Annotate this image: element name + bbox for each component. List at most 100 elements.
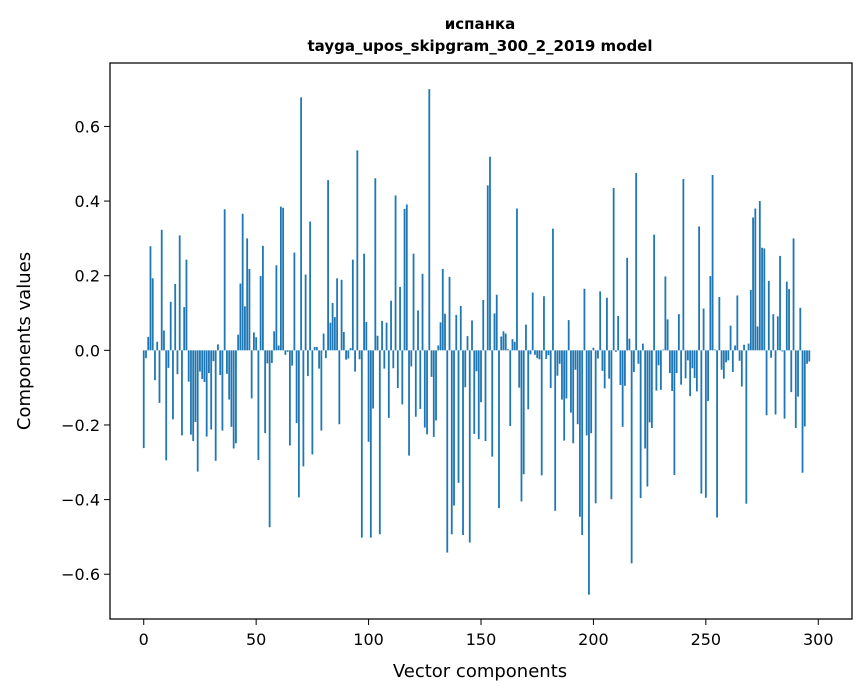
bar xyxy=(432,350,435,437)
bar xyxy=(477,350,480,440)
bar xyxy=(149,246,152,351)
bar xyxy=(556,350,559,376)
bar xyxy=(302,350,305,467)
bar xyxy=(381,320,383,351)
bar xyxy=(785,281,788,351)
bar xyxy=(693,350,696,378)
y-tick-label: −0.2 xyxy=(61,416,100,435)
bar xyxy=(720,350,723,370)
y-tick-label: −0.4 xyxy=(61,491,100,510)
bar xyxy=(390,300,392,351)
bar xyxy=(408,350,410,456)
bar xyxy=(315,346,318,351)
bar xyxy=(293,252,296,351)
bar xyxy=(196,350,199,472)
bar xyxy=(459,305,462,351)
bar xyxy=(743,344,745,351)
bar xyxy=(387,350,390,418)
bar xyxy=(266,350,269,364)
bar xyxy=(664,276,667,351)
bar xyxy=(264,350,267,434)
bar xyxy=(700,350,703,494)
bar xyxy=(628,338,631,351)
bar xyxy=(540,350,543,476)
bar xyxy=(288,350,291,446)
bar xyxy=(558,350,561,364)
bar xyxy=(239,283,242,351)
bar xyxy=(498,350,500,509)
bar xyxy=(147,336,150,351)
bar xyxy=(792,238,795,351)
bar xyxy=(538,350,541,360)
bar xyxy=(235,350,237,444)
bar xyxy=(210,350,213,430)
bar xyxy=(462,350,464,536)
bar xyxy=(475,350,478,372)
bar xyxy=(581,350,584,536)
bar xyxy=(446,350,449,553)
bar xyxy=(333,317,336,351)
plot-frame xyxy=(109,62,853,620)
bar xyxy=(482,299,485,351)
y-tick-label: −0.6 xyxy=(61,565,100,584)
bar xyxy=(752,217,754,351)
bar xyxy=(360,350,363,538)
bar xyxy=(738,350,741,361)
bar xyxy=(306,350,309,377)
bar xyxy=(345,350,347,360)
bar xyxy=(450,350,453,535)
bar xyxy=(619,350,622,386)
bar xyxy=(178,235,181,351)
bar xyxy=(219,350,222,375)
bar xyxy=(493,313,496,351)
bar xyxy=(392,350,395,369)
bar xyxy=(570,350,572,413)
bar xyxy=(203,350,206,383)
chart-subtitle: tayga_upos_skipgram_300_2_2019 model xyxy=(308,37,653,55)
bar xyxy=(282,207,285,351)
bar xyxy=(776,316,779,351)
bar xyxy=(318,350,321,369)
bar xyxy=(765,350,768,416)
bar xyxy=(192,350,195,442)
bar xyxy=(624,350,626,386)
x-tick-label: 50 xyxy=(246,630,266,649)
bar xyxy=(217,344,219,351)
bar xyxy=(363,253,365,351)
bar xyxy=(801,350,804,473)
bar xyxy=(169,301,172,351)
x-tick-label: 100 xyxy=(353,630,384,649)
bar xyxy=(340,279,343,351)
bar xyxy=(590,350,593,434)
bar xyxy=(417,310,419,351)
x-tick-label: 0 xyxy=(139,630,149,649)
bar xyxy=(572,350,575,444)
bar xyxy=(174,283,177,351)
bar xyxy=(423,350,426,428)
bar xyxy=(727,350,730,361)
bar xyxy=(772,314,775,351)
bar xyxy=(763,248,766,351)
bar xyxy=(284,350,287,355)
bar xyxy=(621,350,624,427)
bar xyxy=(574,350,577,370)
bar xyxy=(300,97,303,351)
bar xyxy=(190,350,192,435)
bar xyxy=(682,179,685,351)
bar xyxy=(455,314,458,351)
bar xyxy=(794,350,797,428)
bar xyxy=(646,350,649,487)
bar xyxy=(671,350,674,391)
bar xyxy=(369,350,372,538)
bar xyxy=(797,350,799,397)
y-tick-label: 0.0 xyxy=(75,341,100,360)
bar xyxy=(576,350,579,425)
bar xyxy=(228,350,231,400)
bar xyxy=(163,330,165,351)
bar xyxy=(399,286,401,351)
bar xyxy=(639,350,642,499)
x-tick-label: 300 xyxy=(803,630,834,649)
bar xyxy=(500,336,503,351)
bar xyxy=(246,238,249,351)
bar xyxy=(151,278,154,351)
